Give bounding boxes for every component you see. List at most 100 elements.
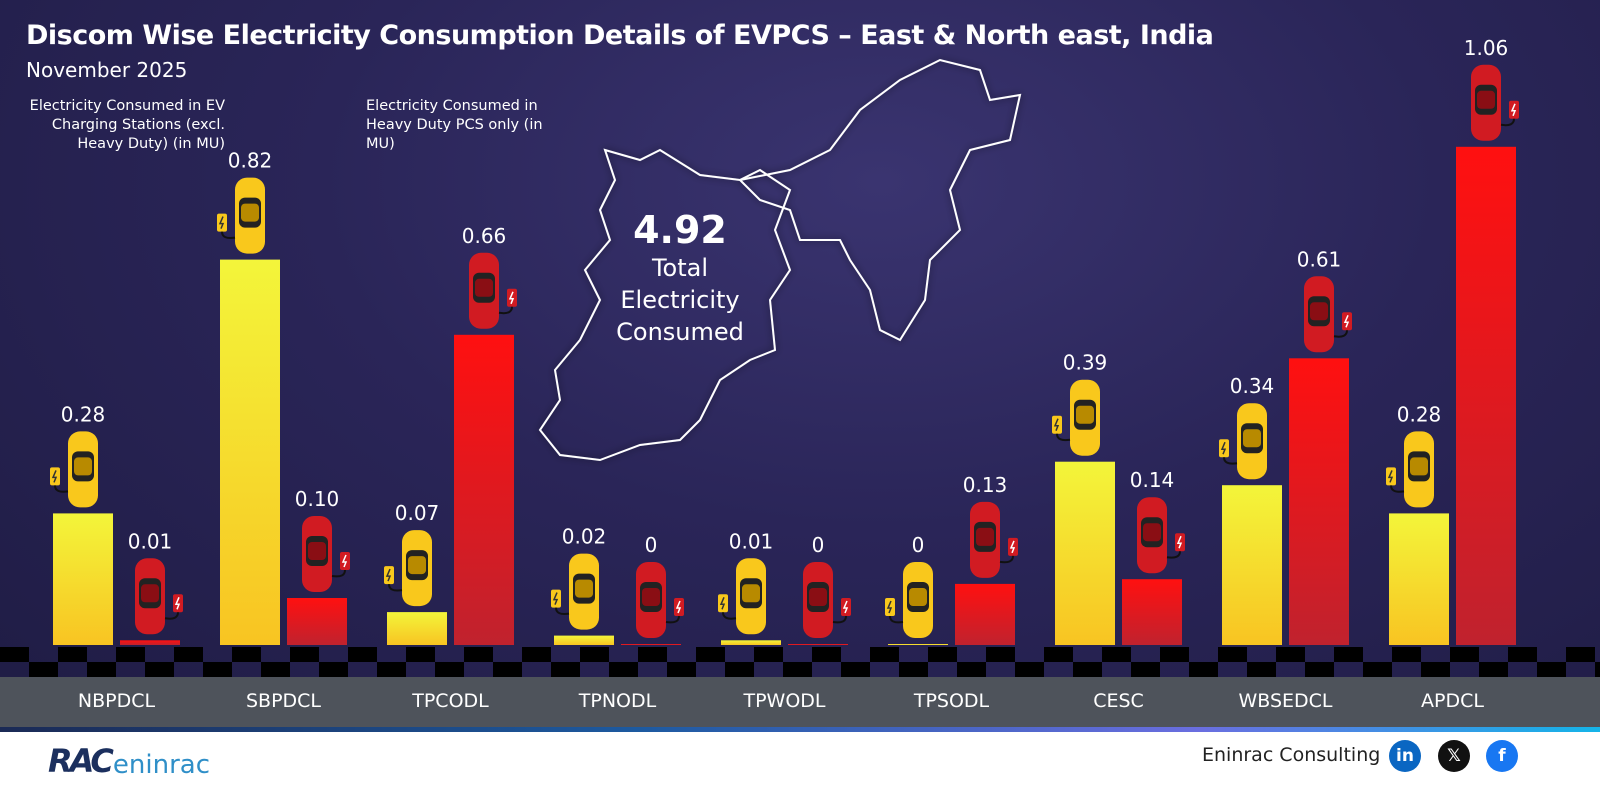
charger-icon <box>217 213 227 232</box>
eninrac-logo: RAC eninrac <box>48 742 210 780</box>
bar-ev-tpwodl <box>721 640 781 645</box>
car-ev-icon <box>50 431 98 508</box>
data-label: 0.34 <box>1230 374 1275 398</box>
x-icon[interactable]: 𝕏 <box>1438 740 1470 772</box>
car-ev-icon <box>551 553 599 630</box>
car-heavy-icon <box>135 558 183 635</box>
category-label: CESC <box>1093 690 1144 712</box>
charger-icon <box>1342 312 1352 331</box>
charger-icon <box>718 594 728 613</box>
category-axis <box>0 677 1600 727</box>
bar-ev-tpnodl <box>554 635 614 645</box>
data-label: 0.28 <box>1397 402 1442 426</box>
car-heavy-icon <box>469 252 517 329</box>
divider <box>0 727 1600 732</box>
bar-heavy-wbsedcl <box>1289 358 1349 645</box>
car-ev-icon <box>885 562 933 638</box>
bar-chart: 0.28 0.01 0.82 0.10 0.07 0.66 0.02 0 0.01 0 0 0.13 0… <box>0 36 1600 677</box>
car-ev-icon <box>217 177 265 254</box>
category-label: APDCL <box>1421 690 1484 712</box>
bar-heavy-tpnodl <box>621 644 681 645</box>
charger-icon <box>551 589 561 608</box>
data-label: 0.66 <box>462 224 507 248</box>
car-ev-icon <box>384 530 432 607</box>
charger-icon <box>1175 533 1185 552</box>
data-label: 0.13 <box>963 473 1008 497</box>
data-label: 0 <box>912 533 925 557</box>
charger-icon <box>1052 415 1062 434</box>
charger-icon <box>1219 439 1229 458</box>
data-label: 0.14 <box>1130 468 1175 492</box>
charger-icon <box>1386 467 1396 486</box>
car-heavy-icon <box>636 562 684 638</box>
data-label: 0.10 <box>295 487 340 511</box>
bar-heavy-nbpdcl <box>120 640 180 645</box>
bar-ev-tpsodl <box>888 644 948 645</box>
car-ev-icon <box>1052 379 1100 456</box>
footer: RAC eninrac Eninrac Consulting in 𝕏 f <box>0 732 1600 800</box>
chart-area: Discom Wise Electricity Consumption Deta… <box>0 0 1600 727</box>
car-ev-icon <box>1219 403 1267 480</box>
bar-ev-nbpdcl <box>53 513 113 645</box>
total-value: 4.92 <box>633 208 727 252</box>
checkered-track <box>0 647 1600 677</box>
car-heavy-icon <box>1471 64 1519 141</box>
bar-heavy-sbpdcl <box>287 598 347 645</box>
charger-icon <box>507 288 517 307</box>
data-label: 0.01 <box>128 529 173 553</box>
data-label: 0 <box>812 533 825 557</box>
data-label: 0.82 <box>228 149 273 173</box>
charger-icon <box>674 598 684 616</box>
bar-heavy-apdcl <box>1456 146 1516 646</box>
category-label: TPWODL <box>743 690 826 712</box>
legend-ev-stations: Electricity Consumed in EV Charging Stat… <box>29 98 225 152</box>
category-label: TPSODL <box>913 690 990 712</box>
data-label: 0.61 <box>1297 247 1342 271</box>
charger-icon <box>340 552 350 570</box>
page-subtitle: November 2025 <box>26 58 188 82</box>
car-heavy-icon <box>302 516 350 592</box>
bar-ev-cesc <box>1055 461 1115 645</box>
odisha-outline <box>538 148 792 462</box>
legend-heavy-duty: Electricity Consumed in Heavy Duty PCS o… <box>366 98 543 152</box>
car-heavy-icon <box>803 562 851 638</box>
total-consumption: 4.92 Total Electricity Consumed <box>590 208 770 348</box>
category-label: NBPDCL <box>77 690 156 712</box>
bar-ev-tpcodl <box>387 612 447 645</box>
bar-heavy-tpcodl <box>454 334 514 645</box>
linkedin-icon[interactable]: in <box>1389 740 1421 772</box>
car-heavy-icon <box>970 501 1018 578</box>
bar-ev-sbpdcl <box>220 259 280 645</box>
bar-heavy-tpwodl <box>788 644 848 645</box>
total-label: Total Electricity Consumed <box>616 254 744 346</box>
data-label: 0.02 <box>562 525 607 549</box>
bar-heavy-tpsodl <box>955 583 1015 645</box>
data-label: 1.06 <box>1464 36 1509 60</box>
charger-icon <box>1509 100 1519 119</box>
data-label: 0.07 <box>395 501 440 525</box>
data-label: 0.01 <box>729 529 774 553</box>
company-name: Eninrac Consulting <box>1202 744 1381 766</box>
car-heavy-icon <box>1137 497 1185 574</box>
data-label: 0.39 <box>1063 351 1108 375</box>
charger-icon <box>384 566 394 585</box>
car-heavy-icon <box>1304 276 1352 353</box>
bar-ev-apdcl <box>1389 513 1449 645</box>
northeast-outline <box>737 58 1022 342</box>
facebook-icon[interactable]: f <box>1486 740 1518 772</box>
bar-heavy-cesc <box>1122 579 1182 645</box>
charger-icon <box>841 598 851 616</box>
car-ev-icon <box>1386 431 1434 508</box>
charger-icon <box>50 467 60 486</box>
charger-icon <box>173 594 183 613</box>
category-label: TPCODL <box>412 690 489 712</box>
category-label: WBSEDCL <box>1238 690 1333 712</box>
car-ev-icon <box>718 558 766 635</box>
page-title: Discom Wise Electricity Consumption Deta… <box>26 20 1214 51</box>
map-outline <box>538 58 1022 462</box>
charger-icon <box>885 598 895 616</box>
bar-ev-wbsedcl <box>1222 485 1282 645</box>
charger-icon <box>1008 537 1018 556</box>
category-label: TPNODL <box>578 690 657 712</box>
category-label: SBPDCL <box>245 690 322 712</box>
